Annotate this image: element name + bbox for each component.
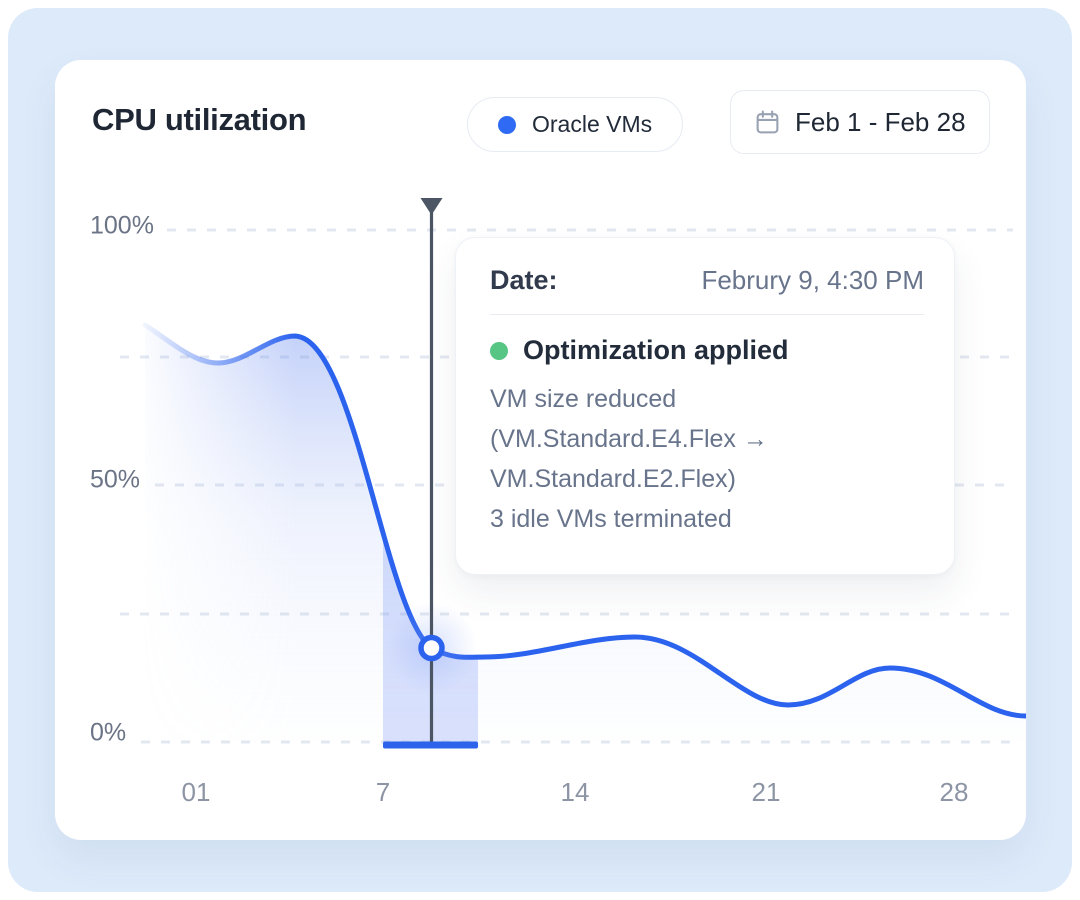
x-tick-21: 21 <box>751 777 781 807</box>
highlight-band <box>383 532 478 742</box>
tooltip-detail-line: (VM.Standard.E4.Flex → <box>490 425 768 453</box>
tooltip-divider <box>490 314 924 315</box>
y-tick-0: 0% <box>90 718 127 747</box>
tooltip-event-label: Optimization applied <box>523 335 789 365</box>
tooltip-detail-line: VM size reduced <box>490 385 677 413</box>
marker-point[interactable] <box>418 634 445 662</box>
tooltip-detail-line: 3 idle VMs terminated <box>490 505 732 533</box>
date-range-label: Feb 1 - Feb 28 <box>795 106 966 137</box>
y-tick-100: 100% <box>90 211 154 240</box>
scrub-handle-icon[interactable] <box>420 198 443 215</box>
cpu-utilization-chart[interactable] <box>55 60 1026 840</box>
cpu-utilization-card: CPU utilization Oracle VMs Feb 1 - Feb 2… <box>55 60 1026 840</box>
date-range-button[interactable]: Feb 1 - Feb 28 <box>730 90 990 154</box>
y-tick-50: 50% <box>90 465 141 494</box>
chart-tooltip: Date: Februry 9, 4:30 PM Optimization ap… <box>455 237 955 575</box>
series-area <box>145 325 1026 742</box>
page-title: CPU utilization <box>92 102 307 137</box>
legend-pill-oracle-vms[interactable]: Oracle VMs <box>467 97 684 152</box>
band-baseline-bar <box>383 741 478 749</box>
tooltip-detail-line: VM.Standard.E2.Flex) <box>490 465 736 493</box>
x-tick-28: 28 <box>939 777 969 807</box>
tooltip-date-value: Februry 9, 4:30 PM <box>701 265 924 295</box>
tooltip-details: VM size reduced (VM.Standard.E4.Flex → V… <box>490 379 924 539</box>
series-line <box>142 322 1026 719</box>
x-tick-7: 7 <box>375 777 391 807</box>
calendar-icon <box>754 109 781 136</box>
legend-label: Oracle VMs <box>532 111 653 137</box>
tooltip-date-label: Date: <box>490 265 558 295</box>
series-dot-icon <box>498 115 516 134</box>
x-tick-14: 14 <box>560 777 590 807</box>
x-tick-01: 01 <box>181 777 211 807</box>
event-status-dot-icon <box>490 341 508 360</box>
